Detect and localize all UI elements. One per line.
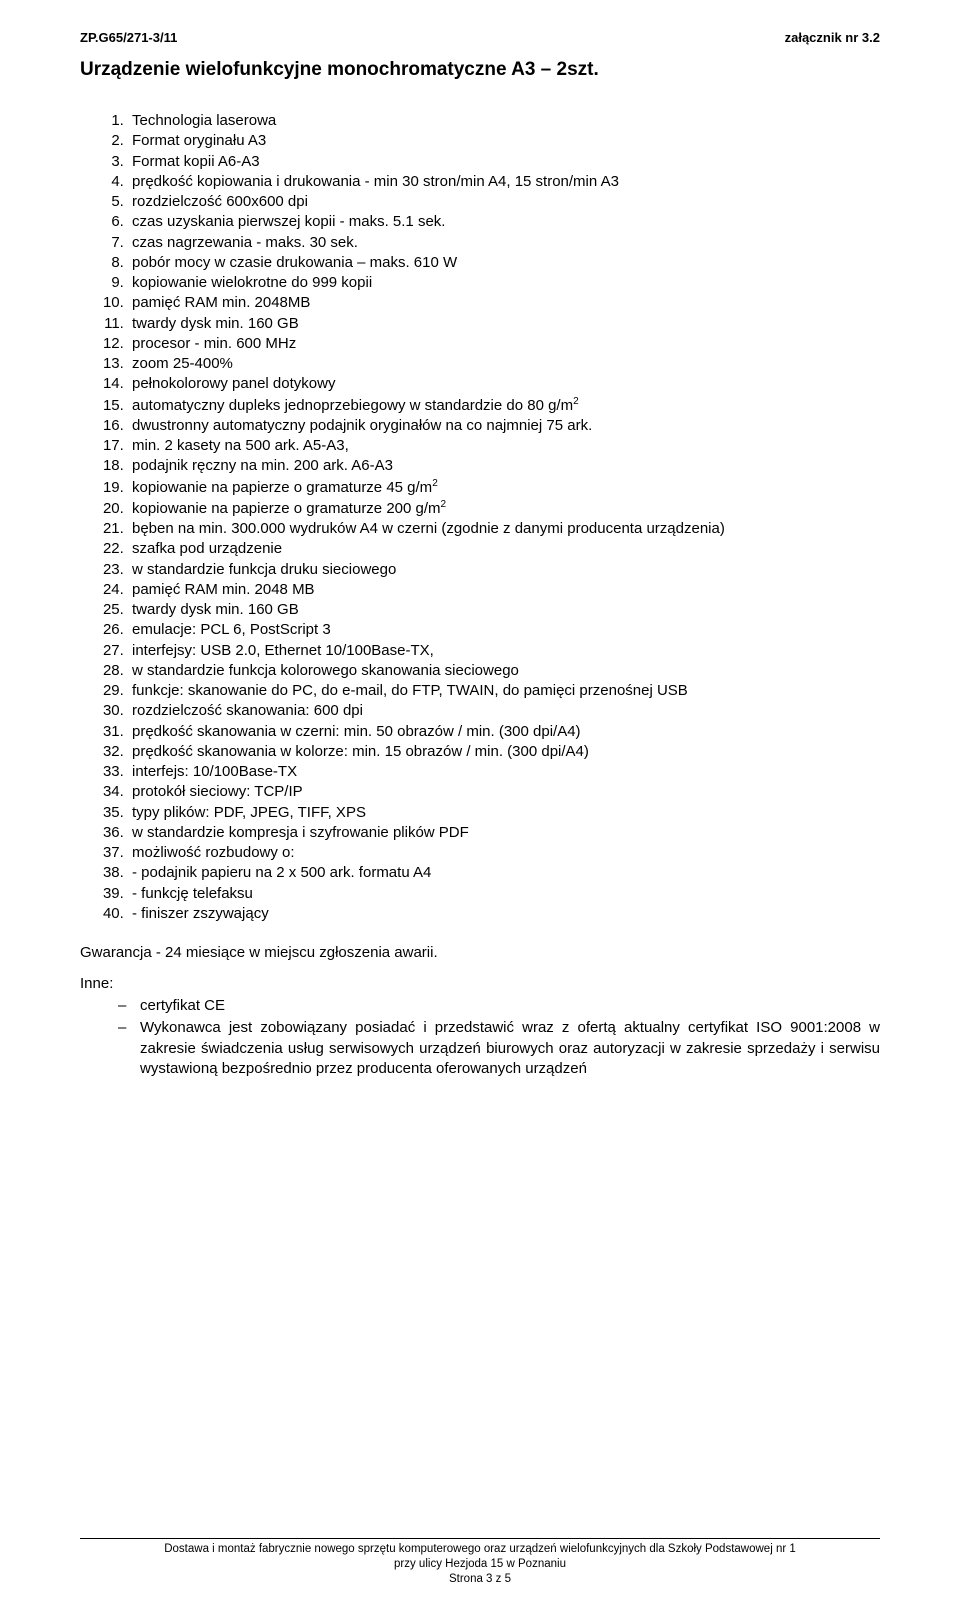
spec-item: kopiowanie na papierze o gramaturze 45 g… [128, 477, 880, 498]
footer-line2: przy ulicy Hezjoda 15 w Poznaniu [80, 1557, 880, 1572]
spec-item: Technologia laserowa [128, 111, 880, 131]
spec-item: typy plików: PDF, JPEG, TIFF, XPS [128, 803, 880, 823]
spec-item: interfejsy: USB 2.0, Ethernet 10/100Base… [128, 641, 880, 661]
spec-item: min. 2 kasety na 500 ark. A5-A3, [128, 436, 880, 456]
spec-item: Format oryginału A3 [128, 131, 880, 151]
spec-item: rozdzielczość 600x600 dpi [128, 192, 880, 212]
header-left: ZP.G65/271-3/11 [80, 30, 177, 45]
spec-item: pobór mocy w czasie drukowania – maks. 6… [128, 253, 880, 273]
footer: Dostawa i montaż fabrycznie nowego sprzę… [80, 1538, 880, 1587]
spec-item: kopiowanie wielokrotne do 999 kopii [128, 273, 880, 293]
spec-item: procesor - min. 600 MHz [128, 334, 880, 354]
spec-item: Format kopii A6-A3 [128, 152, 880, 172]
spec-item: podajnik ręczny na min. 200 ark. A6-A3 [128, 456, 880, 476]
spec-item: pełnokolorowy panel dotykowy [128, 374, 880, 394]
footer-line1: Dostawa i montaż fabrycznie nowego sprzę… [80, 1542, 880, 1557]
spec-item: możliwość rozbudowy o: [128, 843, 880, 863]
spec-item: czas uzyskania pierwszej kopii - maks. 5… [128, 212, 880, 232]
footer-line3: Strona 3 z 5 [80, 1572, 880, 1587]
spec-item: - podajnik papieru na 2 x 500 ark. forma… [128, 863, 880, 883]
spec-list: Technologia laserowaFormat oryginału A3F… [80, 111, 880, 924]
header-row: ZP.G65/271-3/11 załącznik nr 3.2 [80, 30, 880, 45]
spec-item: funkcje: skanowanie do PC, do e-mail, do… [128, 681, 880, 701]
spec-item: prędkość kopiowania i drukowania - min 3… [128, 172, 880, 192]
spec-item: prędkość skanowania w kolorze: min. 15 o… [128, 742, 880, 762]
inne-label: Inne: [80, 975, 880, 992]
superscript: 2 [441, 499, 447, 510]
spec-item: w standardzie funkcja druku sieciowego [128, 560, 880, 580]
inne-list: certyfikat CEWykonawca jest zobowiązany … [80, 996, 880, 1079]
page: ZP.G65/271-3/11 załącznik nr 3.2 Urządze… [0, 0, 960, 1617]
inne-item: Wykonawca jest zobowiązany posiadać i pr… [140, 1018, 880, 1079]
spec-item: szafka pod urządzenie [128, 539, 880, 559]
spec-item: zoom 25-400% [128, 354, 880, 374]
spec-item: bęben na min. 300.000 wydruków A4 w czer… [128, 519, 880, 539]
spec-item: pamięć RAM min. 2048MB [128, 293, 880, 313]
spec-item: rozdzielczość skanowania: 600 dpi [128, 701, 880, 721]
inne-item: certyfikat CE [140, 996, 880, 1016]
superscript: 2 [573, 396, 579, 407]
warranty-text: Gwarancja - 24 miesiące w miejscu zgłosz… [80, 944, 880, 961]
spec-item: dwustronny automatyczny podajnik orygina… [128, 416, 880, 436]
spec-item: twardy dysk min. 160 GB [128, 600, 880, 620]
spec-item: automatyczny dupleks jednoprzebiegowy w … [128, 395, 880, 416]
superscript: 2 [432, 478, 438, 489]
spec-item: w standardzie kompresja i szyfrowanie pl… [128, 823, 880, 843]
spec-item: pamięć RAM min. 2048 MB [128, 580, 880, 600]
spec-item: prędkość skanowania w czerni: min. 50 ob… [128, 722, 880, 742]
spec-item: czas nagrzewania - maks. 30 sek. [128, 233, 880, 253]
spec-item: twardy dysk min. 160 GB [128, 314, 880, 334]
spec-item: - finiszer zszywający [128, 904, 880, 924]
page-title: Urządzenie wielofunkcyjne monochromatycz… [80, 59, 880, 81]
spec-item: - funkcję telefaksu [128, 884, 880, 904]
spec-item: protokół sieciowy: TCP/IP [128, 782, 880, 802]
header-right: załącznik nr 3.2 [785, 30, 880, 45]
spec-item: interfejs: 10/100Base-TX [128, 762, 880, 782]
spec-item: w standardzie funkcja kolorowego skanowa… [128, 661, 880, 681]
spec-item: emulacje: PCL 6, PostScript 3 [128, 620, 880, 640]
spec-item: kopiowanie na papierze o gramaturze 200 … [128, 498, 880, 519]
